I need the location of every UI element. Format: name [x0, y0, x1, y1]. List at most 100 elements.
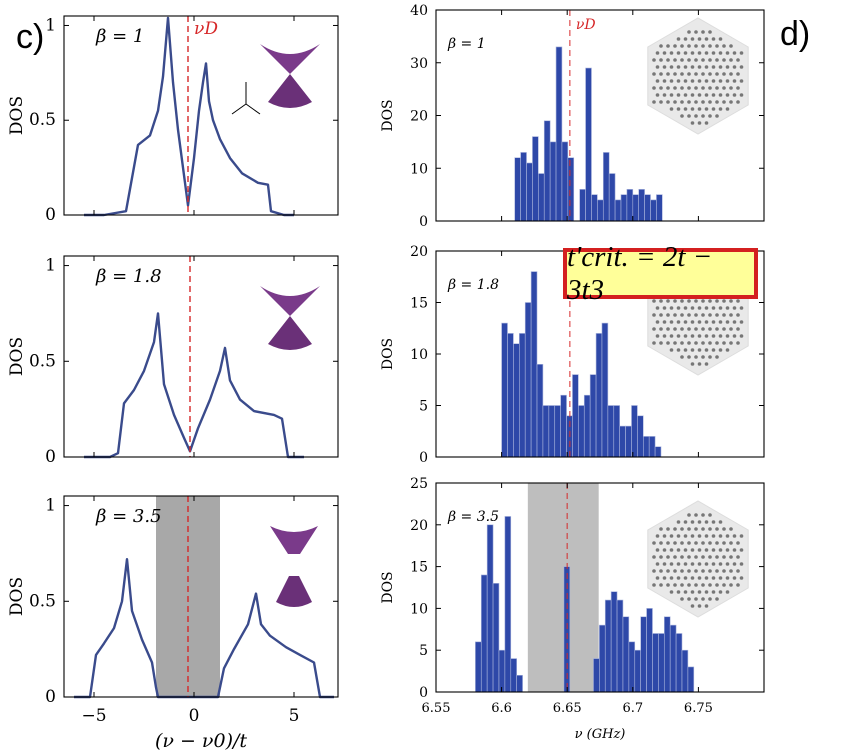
lattice-site: [722, 44, 726, 48]
lattice-site: [715, 44, 719, 48]
lattice-site: [690, 93, 695, 97]
lattice-site: [680, 355, 684, 359]
y-axis-label: DOS: [380, 571, 396, 603]
lattice-site: [659, 541, 663, 545]
lattice-site: [697, 107, 702, 111]
y-tick-label: 1: [45, 496, 56, 516]
x-tick-label: 6.65: [553, 701, 582, 716]
lattice-site: [666, 44, 670, 48]
lattice-site: [732, 65, 737, 69]
lattice-site: [704, 37, 709, 41]
formula-text: t'crit. = 2t − 3t3: [567, 240, 713, 306]
lattice-site: [701, 100, 705, 104]
beta-annotation: β = 3.5: [95, 506, 162, 527]
lattice-site: [662, 576, 667, 580]
lattice-site: [711, 37, 716, 41]
lattice-site: [687, 86, 691, 90]
lattice-site: [680, 299, 684, 303]
y-tick-label: 20: [410, 109, 428, 125]
lattice-site: [729, 100, 733, 104]
lattice-site: [718, 93, 723, 97]
lattice-site: [669, 93, 674, 97]
lattice-site: [690, 562, 695, 566]
histogram-bar: [578, 405, 585, 458]
lattice-site: [669, 534, 674, 538]
lattice-site: [683, 93, 688, 97]
lattice-site: [715, 114, 719, 118]
lattice-site: [718, 107, 723, 111]
lattice-site: [701, 541, 705, 545]
lattice-site: [683, 334, 688, 338]
lattice-site: [680, 313, 684, 317]
lattice-site: [722, 341, 726, 345]
lattice-site: [687, 100, 691, 104]
lattice-site: [708, 44, 712, 48]
lattice-site: [718, 576, 723, 580]
lattice-site: [701, 72, 705, 76]
lattice-site: [673, 100, 677, 104]
lattice-site: [666, 341, 670, 345]
lattice-site: [708, 513, 712, 517]
lattice-site: [669, 306, 674, 310]
lattice-site: [732, 534, 737, 538]
lattice-site: [676, 51, 681, 55]
lattice-site: [669, 320, 674, 324]
lattice-site: [673, 86, 677, 90]
histogram-bar: [475, 641, 482, 693]
lattice-site: [704, 334, 709, 338]
lattice-site: [718, 562, 723, 566]
axes-frame: [63, 495, 339, 698]
lattice-site: [697, 576, 702, 580]
lattice-site: [673, 72, 677, 76]
lattice-site: [711, 320, 716, 324]
lattice-site: [676, 548, 681, 552]
lattice-inset: [647, 500, 749, 618]
y-tick-label: 0: [419, 450, 428, 466]
lattice-site: [715, 341, 719, 345]
lattice-site: [687, 597, 691, 601]
y-tick-label: 25: [410, 476, 428, 492]
histogram-bar: [608, 173, 616, 222]
lattice-site: [655, 306, 660, 310]
lattice-site: [718, 65, 723, 69]
lattice-site: [718, 520, 723, 524]
dos-curve-c1: [84, 16, 294, 217]
lattice-site: [718, 37, 723, 41]
lattice-site: [729, 327, 733, 331]
x-tick-label: 6.55: [422, 701, 451, 716]
lattice-site: [662, 548, 667, 552]
lattice-site: [687, 513, 691, 517]
lattice-site: [676, 590, 681, 594]
histogram-bar: [640, 616, 647, 693]
lattice-site: [715, 100, 719, 104]
y-tick-label: 0: [419, 214, 428, 230]
lattice-site: [690, 121, 695, 125]
lattice-site: [739, 534, 744, 538]
lattice-site: [739, 65, 744, 69]
lattice-site: [729, 569, 733, 573]
y-axis-label: DOS: [7, 96, 27, 135]
x-tick-label: 6.6: [491, 701, 512, 716]
lattice-site: [718, 534, 723, 538]
lattice-site: [697, 548, 702, 552]
lattice-site: [694, 541, 698, 545]
histogram-bar: [632, 194, 640, 222]
lattice-site: [736, 299, 740, 303]
lattice-site: [690, 320, 695, 324]
histogram-bar: [602, 152, 610, 222]
lattice-site: [652, 58, 656, 62]
histogram-bar: [613, 405, 620, 458]
lattice-site: [666, 569, 670, 573]
lattice-site: [722, 86, 726, 90]
lattice-site: [704, 576, 709, 580]
x-tick-label: −5: [81, 706, 106, 726]
lattice-site: [701, 114, 705, 118]
lattice-site: [725, 548, 730, 552]
lattice-site: [715, 313, 719, 317]
lattice-site: [683, 548, 688, 552]
lattice-site: [673, 583, 677, 587]
histogram-bar: [538, 173, 545, 222]
dirac-label: νD: [576, 17, 596, 33]
lattice-site: [673, 44, 677, 48]
lattice-site: [725, 334, 730, 338]
